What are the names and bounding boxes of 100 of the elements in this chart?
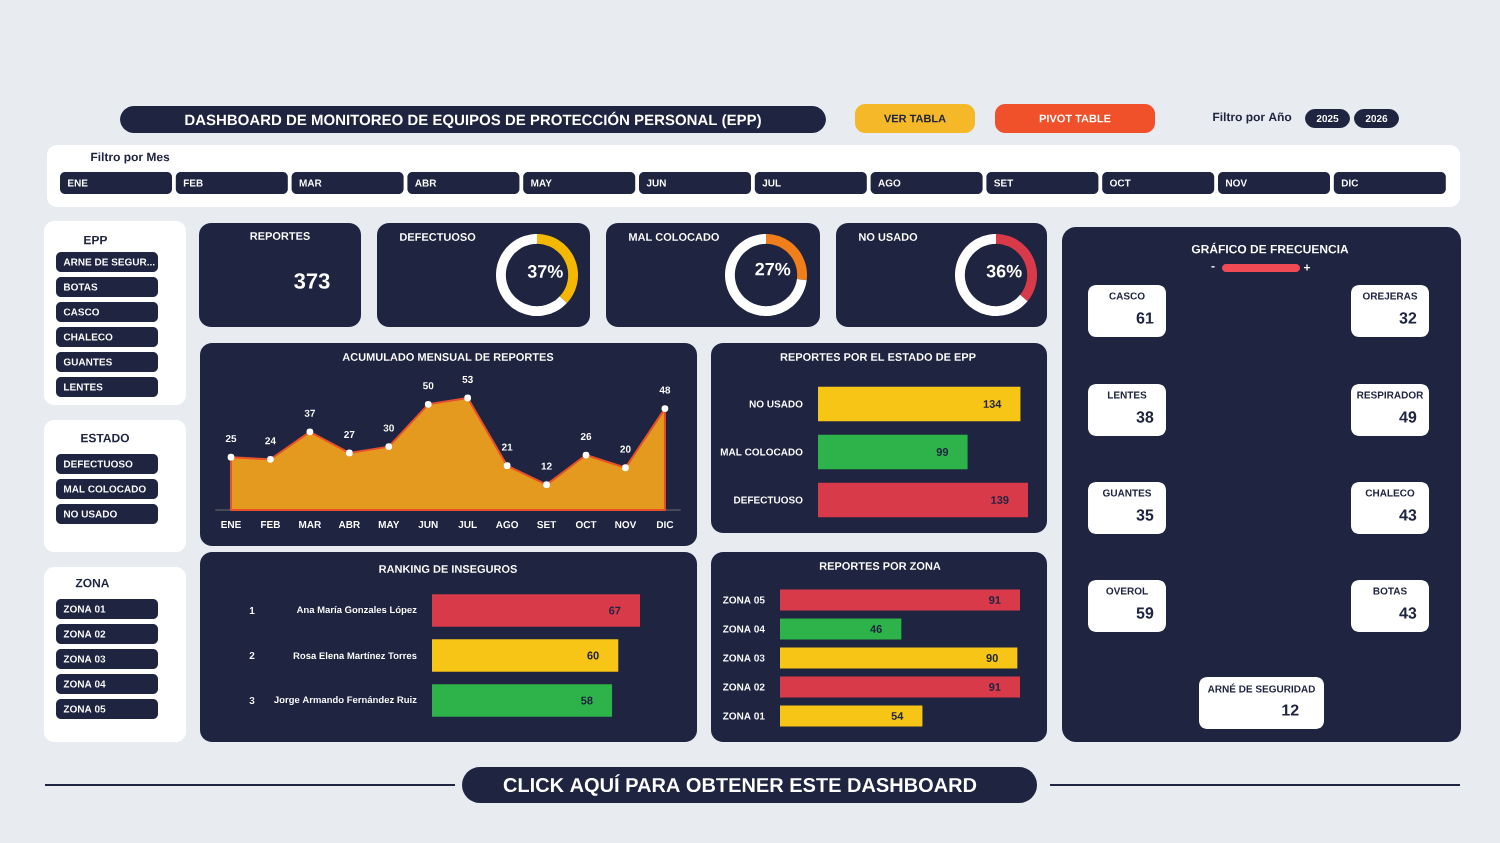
data-label: 61 xyxy=(1136,312,1154,324)
x-tick-label: JUN xyxy=(418,521,438,529)
category-label: NO USADO xyxy=(64,510,117,518)
text: Filtro por Año xyxy=(1213,112,1292,124)
data-label: 49 xyxy=(1399,411,1417,423)
chart-title: REPORTES POR ZONA xyxy=(819,562,941,570)
text: 3 xyxy=(249,696,255,705)
data-label: 27% xyxy=(755,262,791,276)
category-label: ARNE DE SEGUR... xyxy=(63,258,155,266)
bar xyxy=(780,618,902,640)
y-tick-label: ZONA 01 xyxy=(723,712,765,720)
data-label: 91 xyxy=(989,683,1001,691)
text: ZONA xyxy=(75,578,110,588)
y-tick-label: Jorge Armando Fernández Ruiz xyxy=(274,696,417,705)
data-label: 30 xyxy=(383,424,394,432)
data-label: 48 xyxy=(659,386,671,394)
category-label: BOTAS xyxy=(1373,587,1407,595)
data-label: 20 xyxy=(620,445,631,453)
y-tick-label: ZONA 03 xyxy=(723,654,765,662)
data-label: 37 xyxy=(304,409,315,417)
x-tick-label: DIC xyxy=(656,521,674,529)
text: Filtro por Mes xyxy=(91,152,170,164)
bar xyxy=(780,647,1018,669)
category-label: CHALECO xyxy=(1365,489,1415,497)
x-tick-label: ENE xyxy=(221,521,241,528)
data-label: 134 xyxy=(983,400,1002,408)
category-label: LENTES xyxy=(1107,391,1147,399)
data-label: 43 xyxy=(1399,509,1417,521)
text: 2025 xyxy=(1316,114,1339,123)
category-label: RESPIRADOR xyxy=(1357,391,1424,399)
x-tick-label: JUL xyxy=(458,521,477,529)
chart-title: RANKING DE INSEGUROS xyxy=(379,565,517,573)
data-label: 67 xyxy=(609,606,621,615)
data-label: 12 xyxy=(1282,704,1299,716)
x-tick-label: NOV xyxy=(615,521,637,529)
bar xyxy=(780,676,1020,698)
data-label: 53 xyxy=(462,375,473,383)
x-tick-label: ABR xyxy=(338,521,360,528)
category-label: DIC xyxy=(1341,179,1359,187)
y-tick-label: ZONA 04 xyxy=(723,625,765,633)
category-label: JUL xyxy=(762,179,781,187)
category-label: JUN xyxy=(646,179,666,187)
text: ESTADO xyxy=(81,433,130,443)
category-label: NOV xyxy=(1226,179,1248,187)
category-label: FEB xyxy=(183,179,203,187)
y-tick-label: ZONA 02 xyxy=(723,683,765,691)
category-label: CASCO xyxy=(1109,292,1145,300)
data-label: 37% xyxy=(527,265,563,278)
text: EPP xyxy=(84,235,108,245)
text: 2 xyxy=(249,652,255,659)
data-label: 12 xyxy=(541,462,552,470)
text: 2026 xyxy=(1365,114,1388,123)
data-label: 38 xyxy=(1136,411,1154,423)
data-label: 27 xyxy=(344,430,355,438)
data-label: 21 xyxy=(501,443,513,451)
data-label: 32 xyxy=(1399,312,1417,324)
category-label: DEFECTUOSO xyxy=(64,460,133,468)
data-label: 54 xyxy=(891,712,904,720)
y-tick-label: MAL COLOCADO xyxy=(720,448,803,456)
text: PIVOT TABLE xyxy=(1039,114,1111,123)
category-label: MAL COLOCADO xyxy=(64,485,146,493)
category-label: ZONA 02 xyxy=(63,630,106,638)
category-label: OREJERAS xyxy=(1362,292,1418,300)
text: 373 xyxy=(294,273,330,289)
text: 1 xyxy=(249,607,255,614)
category-label: GUANTES xyxy=(63,358,112,366)
category-label: OVEROL xyxy=(1106,587,1148,595)
category-label: MAY xyxy=(531,179,552,187)
data-label: 99 xyxy=(936,448,949,456)
category-label: GUANTES xyxy=(1102,489,1152,497)
category-label: CHALECO xyxy=(63,333,113,341)
category-label: ABR xyxy=(415,179,437,187)
category-label: OCT xyxy=(1110,179,1131,187)
category-label: ZONA 05 xyxy=(63,705,106,713)
x-tick-label: OCT xyxy=(575,521,597,529)
data-label: 60 xyxy=(587,651,599,660)
text: REPORTES xyxy=(250,232,310,240)
text: GRÁFICO DE FRECUENCIA xyxy=(1191,242,1349,254)
y-tick-label: NO USADO xyxy=(749,400,803,408)
y-tick-label: Ana María Gonzales López xyxy=(296,606,417,615)
data-label: 58 xyxy=(581,696,593,705)
category-label: ZONA 04 xyxy=(63,680,106,688)
category-label: ZONA 01 xyxy=(63,605,106,613)
x-tick-label: AGO xyxy=(495,521,519,529)
category-label: MAR xyxy=(299,179,322,187)
x-tick-label: MAR xyxy=(299,521,322,528)
bar xyxy=(780,589,1020,611)
x-tick-label: SET xyxy=(537,521,557,529)
text: + xyxy=(1304,264,1311,271)
y-tick-label: ZONA 05 xyxy=(723,596,765,604)
chart-title: NO USADO xyxy=(859,233,918,241)
chart-title: MAL COLOCADO xyxy=(629,233,719,241)
data-label: 91 xyxy=(989,596,1001,604)
chart-title: DEFECTUOSO xyxy=(400,233,476,241)
data-label: 59 xyxy=(1136,607,1154,619)
category-label: SET xyxy=(994,179,1014,187)
data-label: 43 xyxy=(1399,607,1417,619)
data-label: 26 xyxy=(580,432,592,440)
category-label: BOTAS xyxy=(64,283,98,291)
category-label: ENE xyxy=(68,179,88,187)
